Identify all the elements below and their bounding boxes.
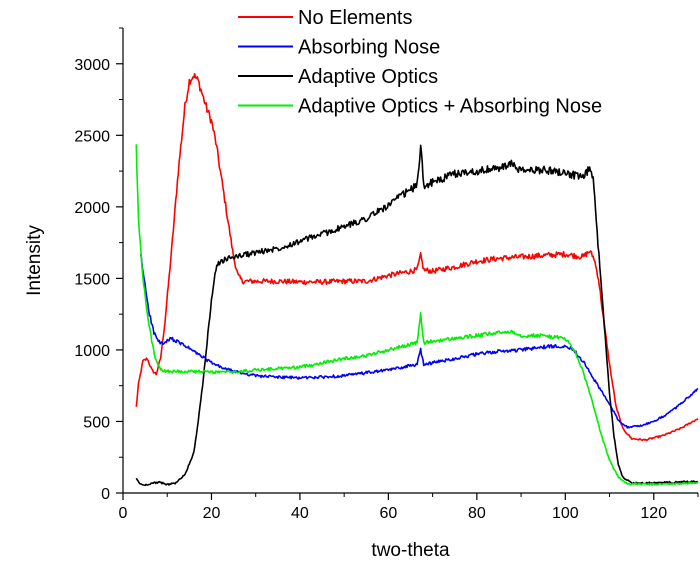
- series-line-3: [135, 144, 699, 487]
- series-lines: [135, 72, 699, 487]
- legend-label: No Elements: [298, 7, 413, 29]
- x-tick-label: 80: [468, 505, 486, 522]
- y-tick-label: 2500: [74, 128, 110, 145]
- series-line-1: [135, 72, 699, 442]
- series-line-2: [139, 254, 699, 429]
- x-axis-title: two-theta: [371, 540, 450, 561]
- x-tick-label: 40: [291, 505, 309, 522]
- legend-label: Adaptive Optics + Absorbing Nose: [298, 96, 602, 118]
- x-tick-label: 20: [203, 505, 221, 522]
- x-tick-label: 100: [552, 505, 579, 522]
- y-axis-title: Intensity: [24, 225, 45, 296]
- legend-label: Adaptive Optics: [298, 66, 438, 88]
- y-tick-label: 500: [83, 414, 110, 431]
- axes: [122, 28, 698, 494]
- legend: No Elements Absorbing Nose Adaptive Optics…: [238, 7, 602, 118]
- x-tick-label: 120: [640, 505, 667, 522]
- y-axis-ticks: 0 500 1000 1500 2000 2500 3000: [74, 27, 123, 503]
- x-tick-label: 60: [379, 505, 397, 522]
- y-tick-label: 3000: [74, 57, 110, 74]
- y-tick-label: 1500: [74, 271, 110, 288]
- y-tick-label: 0: [101, 486, 110, 503]
- y-tick-label: 1000: [74, 343, 110, 360]
- series-line-4: [135, 144, 699, 486]
- y-tick-label: 2000: [74, 200, 110, 217]
- x-tick-label: 0: [119, 505, 128, 522]
- legend-label: Absorbing Nose: [298, 37, 440, 59]
- x-axis-ticks: 0 20 40 60 80 100 120: [119, 493, 699, 522]
